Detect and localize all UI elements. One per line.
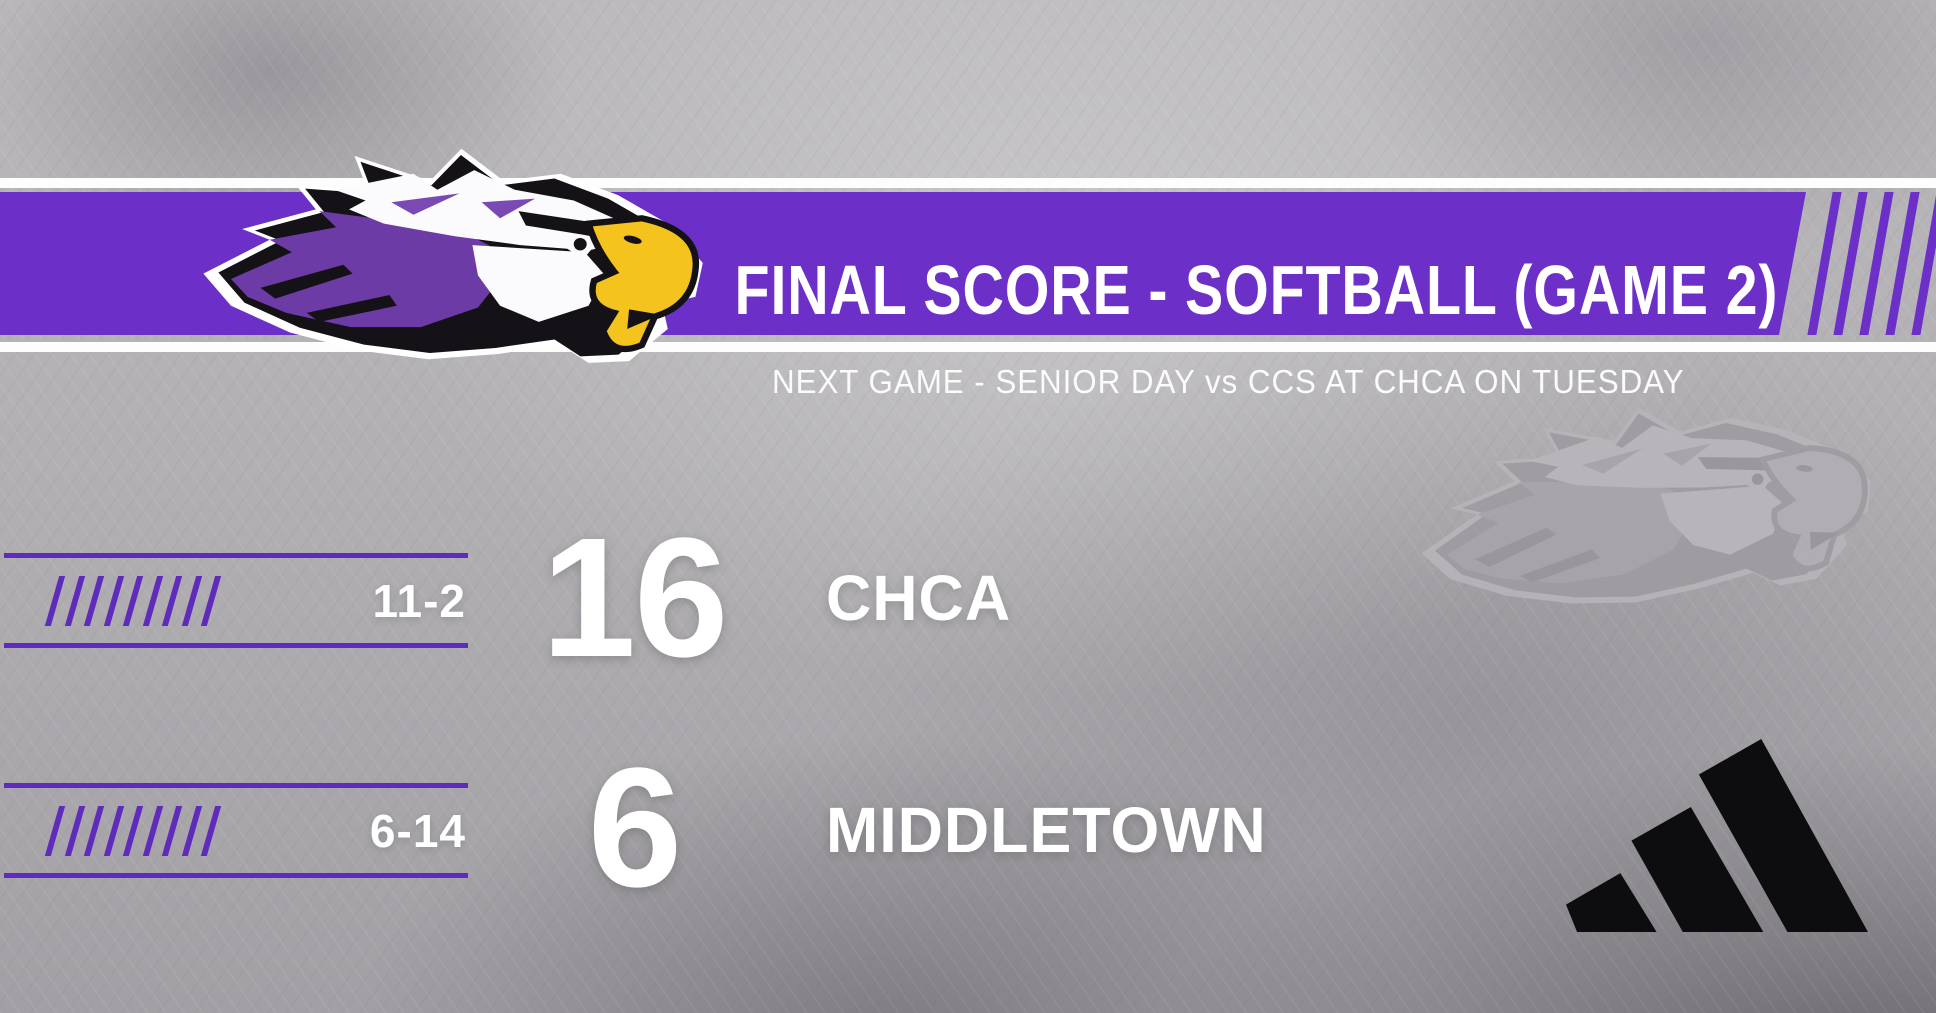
row-divider-line xyxy=(4,643,468,648)
banner-title-box: FINAL SCORE - SOFTBALL (GAME 2) xyxy=(735,240,1778,340)
decorative-slashes xyxy=(44,806,221,856)
decorative-slashes xyxy=(44,576,221,626)
team-record: 11-2 xyxy=(372,575,466,627)
team-name: MIDDLETOWN xyxy=(826,794,1267,866)
eagle-mascot-logo xyxy=(203,148,703,363)
adidas-logo xyxy=(1566,739,1868,932)
banner-bottom-divider xyxy=(0,342,1936,352)
team-score: 16 xyxy=(541,502,728,693)
row-divider-line xyxy=(4,553,468,558)
eagle-watermark-icon xyxy=(1421,407,1871,604)
banner-top-divider xyxy=(0,178,1936,188)
banner-title: FINAL SCORE - SOFTBALL (GAME 2) xyxy=(734,251,1779,329)
banner-diagonal-stripes xyxy=(1807,192,1936,335)
row-divider-line xyxy=(4,873,468,878)
row-divider-line xyxy=(4,783,468,788)
team-score: 6 xyxy=(587,732,683,923)
team-record: 6-14 xyxy=(369,805,466,857)
next-game-subtitle: NEXT GAME - SENIOR DAY vs CCS AT CHCA ON… xyxy=(772,363,1685,400)
team-name: CHCA xyxy=(826,562,1012,634)
